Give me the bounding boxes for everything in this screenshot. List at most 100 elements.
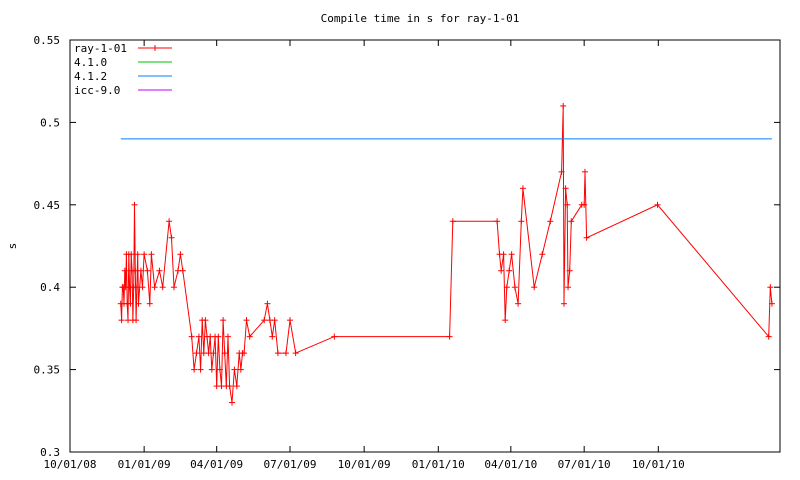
- data-point: [156, 267, 163, 274]
- data-point: [765, 333, 772, 340]
- data-point: [498, 267, 505, 274]
- data-point: [331, 333, 338, 340]
- data-point: [208, 366, 215, 373]
- data-point: [564, 201, 571, 208]
- data-point: [224, 333, 231, 340]
- data-point: [137, 267, 144, 274]
- series-layer: [117, 102, 775, 406]
- data-point: [446, 333, 453, 340]
- x-tick-label: 01/01/10: [412, 458, 465, 471]
- data-point: [565, 284, 572, 291]
- data-point: [177, 251, 184, 258]
- x-tick-label: 01/01/09: [118, 458, 171, 471]
- data-point: [449, 218, 456, 225]
- data-point: [271, 317, 278, 324]
- data-point: [243, 317, 250, 324]
- data-point: [188, 333, 195, 340]
- data-point: [139, 284, 146, 291]
- data-point: [166, 218, 173, 225]
- legend-label: 4.1.2: [74, 70, 107, 83]
- x-tick-label: 10/01/10: [632, 458, 685, 471]
- data-point: [500, 251, 507, 258]
- data-point: [261, 317, 268, 324]
- data-point: [121, 267, 128, 274]
- data-point: [287, 317, 294, 324]
- legend-label: 4.1.0: [74, 56, 107, 69]
- data-point: [128, 251, 135, 258]
- data-point: [170, 284, 177, 291]
- data-point: [221, 350, 228, 357]
- y-tick-label: 0.55: [34, 34, 61, 47]
- data-point: [127, 300, 134, 307]
- data-point: [519, 185, 526, 192]
- data-point: [502, 317, 509, 324]
- data-point: [581, 201, 588, 208]
- data-point: [210, 350, 217, 357]
- data-point: [539, 251, 546, 258]
- data-point: [168, 234, 175, 241]
- legend-label: ray-1-01: [74, 42, 127, 55]
- data-point: [220, 317, 227, 324]
- data-point: [269, 333, 276, 340]
- data-point: [562, 185, 569, 192]
- y-axis-ticks: 0.3 0.35 0.4 0.45 0.5 0.55: [34, 34, 780, 459]
- data-point: [133, 284, 140, 291]
- data-point: [547, 218, 554, 225]
- data-point: [135, 300, 142, 307]
- x-axis-ticks: 10/01/08 01/01/09 04/01/09 07/01/09 10/01/09…: [44, 40, 685, 471]
- x-tick-label: 04/01/10: [484, 458, 537, 471]
- x-tick-label: 10/01/09: [338, 458, 391, 471]
- data-point: [558, 168, 565, 175]
- data-point: [231, 366, 238, 373]
- data-point: [146, 300, 153, 307]
- data-point: [144, 267, 151, 274]
- data-point: [195, 333, 202, 340]
- legend-label: icc-9.0: [74, 84, 120, 97]
- y-tick-label: 0.4: [40, 281, 60, 294]
- data-point: [215, 333, 222, 340]
- data-point: [132, 267, 139, 274]
- data-point: [246, 333, 253, 340]
- data-point: [134, 251, 141, 258]
- data-point: [264, 300, 271, 307]
- data-point: [226, 383, 233, 390]
- data-point: [767, 284, 774, 291]
- data-point: [515, 300, 522, 307]
- data-point: [159, 284, 166, 291]
- data-point: [654, 201, 661, 208]
- data-point: [274, 350, 281, 357]
- data-point: [282, 350, 289, 357]
- data-point: [494, 218, 501, 225]
- data-point: [133, 317, 140, 324]
- data-point: [566, 267, 573, 274]
- data-point: [141, 251, 148, 258]
- data-point: [216, 366, 223, 373]
- x-tick-label: 07/01/10: [558, 458, 611, 471]
- data-point: [202, 317, 209, 324]
- data-point: [193, 350, 200, 357]
- x-tick-label: 07/01/09: [264, 458, 317, 471]
- x-tick-label: 04/01/09: [190, 458, 243, 471]
- y-axis-label: s: [6, 243, 19, 250]
- plot-frame: [69, 39, 781, 453]
- y-tick-label: 0.3: [40, 446, 60, 459]
- data-point: [118, 317, 125, 324]
- y-tick-label: 0.5: [40, 116, 60, 129]
- data-point: [292, 350, 299, 357]
- data-point: [179, 267, 186, 274]
- x-tick-label: 10/01/08: [44, 458, 97, 471]
- data-point: [233, 383, 240, 390]
- data-point: [241, 350, 248, 357]
- data-point: [560, 102, 567, 109]
- data-point: [237, 366, 244, 373]
- chart-title: Compile time in s for ray-1-01: [321, 12, 520, 25]
- data-point: [581, 168, 588, 175]
- data-point: [583, 234, 590, 241]
- y-tick-label: 0.45: [34, 199, 61, 212]
- data-point: [151, 284, 158, 291]
- data-point: [531, 284, 538, 291]
- data-point: [503, 284, 510, 291]
